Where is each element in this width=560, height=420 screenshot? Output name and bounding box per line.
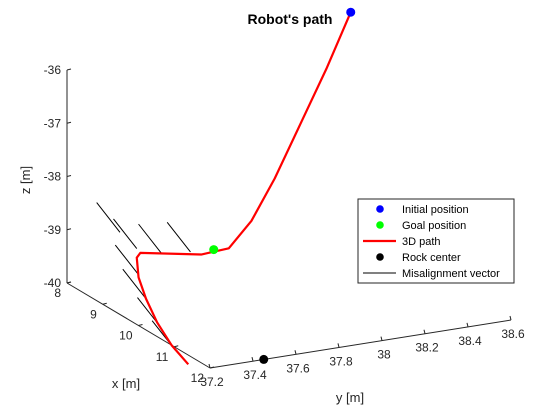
y-tick-label: 37.2 xyxy=(200,375,224,389)
y-tick-label: 37.4 xyxy=(243,368,267,382)
legend-entry: Misalignment vector xyxy=(363,268,500,280)
misalignment-vector xyxy=(122,268,147,300)
z-axis-label: z [m] xyxy=(18,166,33,194)
rock-center-marker xyxy=(259,354,269,364)
legend-marker xyxy=(376,253,384,261)
z-tick-mark xyxy=(66,121,72,124)
y-tick-mark xyxy=(466,322,469,327)
x-tick-mark xyxy=(138,324,143,326)
z-tick-label: -37 xyxy=(44,116,62,130)
z-tick-label: -36 xyxy=(44,63,62,77)
path-3d-line xyxy=(135,11,352,366)
z-tick-label: -39 xyxy=(44,223,62,237)
z-tick-label: -40 xyxy=(44,276,62,290)
legend-marker xyxy=(376,221,384,229)
y-tick-label: 38 xyxy=(377,348,391,362)
legend-entry: Initial position xyxy=(376,204,469,216)
y-tick-label: 38.4 xyxy=(458,334,482,348)
y-tick-mark xyxy=(337,343,340,348)
y-tick-mark xyxy=(380,336,383,341)
legend-entry: Rock center xyxy=(376,252,461,264)
misalignment-vector xyxy=(113,218,138,249)
x-tick-label: 10 xyxy=(119,329,133,343)
legend-label: Goal position xyxy=(402,220,466,232)
y-tick-label: 38.2 xyxy=(415,341,439,355)
legend: Initial position Goal position 3D path Rock… xyxy=(357,198,515,284)
chart-title: Robot's path xyxy=(248,11,333,27)
x-tick-label: 12 xyxy=(191,371,205,385)
y-tick-mark xyxy=(294,350,297,355)
x-tick-mark xyxy=(66,281,72,284)
y-tick-mark xyxy=(208,363,211,369)
x-tick-label: 11 xyxy=(156,350,169,364)
x-tick-mark xyxy=(209,366,215,369)
misalignment-vector xyxy=(166,221,191,253)
misalignment-vector xyxy=(138,223,163,255)
y-axis-label: y [m] xyxy=(336,390,364,405)
legend-marker xyxy=(376,205,384,213)
z-tick-mark xyxy=(66,228,72,231)
legend-entry: Goal position xyxy=(376,220,466,232)
y-tick-label: 38.6 xyxy=(501,327,525,341)
x-tick-label: 9 xyxy=(90,307,97,321)
goal-position-marker xyxy=(209,245,219,255)
legend-entry: 3D path xyxy=(363,236,441,248)
x-tick-mark xyxy=(174,345,179,348)
x-tick-label: 8 xyxy=(54,286,61,300)
misalignment-vector xyxy=(96,202,121,233)
y-tick-mark xyxy=(509,315,512,321)
legend-label: Initial position xyxy=(402,204,469,216)
initial-position-marker xyxy=(346,7,356,17)
y-tick-mark xyxy=(251,357,254,362)
x-axis-label: x [m] xyxy=(112,376,140,391)
misalignment-vector xyxy=(114,244,139,276)
legend-label: Misalignment vector xyxy=(402,268,500,280)
z-tick-mark xyxy=(66,68,72,71)
legend-label: 3D path xyxy=(402,236,441,248)
y-tick-mark xyxy=(423,329,426,334)
y-tick-label: 37.8 xyxy=(329,354,353,368)
x-tick-mark xyxy=(102,302,107,305)
z-tick-label: -38 xyxy=(44,170,62,184)
z-tick-mark xyxy=(66,175,72,177)
legend-label: Rock center xyxy=(402,252,461,264)
y-tick-label: 37.6 xyxy=(286,361,310,375)
